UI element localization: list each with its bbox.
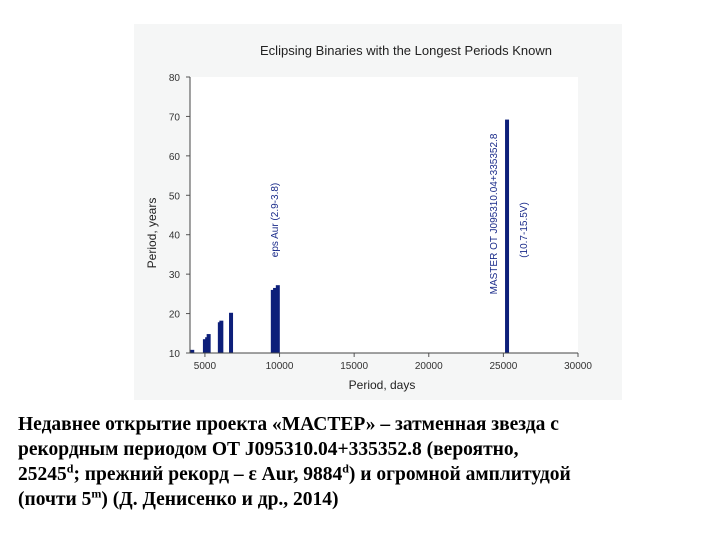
y-tick-label: 40 — [169, 231, 181, 242]
y-tick-label: 30 — [169, 270, 181, 281]
bar-6 — [229, 312, 234, 353]
caption-reference: ) (Д. Денисенко и др., 2014) — [101, 489, 339, 510]
bar-9 — [275, 285, 280, 353]
caption-sup-days-2: d — [342, 461, 349, 476]
caption-sup-mag: m — [91, 486, 102, 501]
x-tick-label: 5000 — [194, 361, 217, 372]
y-tick-label: 10 — [169, 349, 181, 360]
y-tick-label: 60 — [169, 152, 181, 163]
caption-amplitude-value: (почти 5 — [18, 489, 92, 510]
caption-line-1: Недавнее открытие проекта «МАСТЕР» – зат… — [18, 414, 559, 435]
annotation-eps-aur: eps Aur (2.9-3.8) — [270, 183, 281, 257]
bar-3 — [206, 334, 211, 353]
x-tick-label: 15000 — [340, 361, 368, 372]
y-tick-label: 20 — [169, 310, 181, 321]
bar-0 — [190, 349, 195, 353]
caption-sup-days: d — [66, 461, 74, 476]
caption-previous-record: ; прежний рекорд – ε Aur, 9884 — [73, 464, 343, 485]
x-tick-label: 10000 — [266, 361, 294, 372]
caption-text: Недавнее открытие проекта «МАСТЕР» – зат… — [18, 412, 714, 512]
caption-line-2: рекордным периодом ОТ J095310.04+335352.… — [18, 439, 519, 460]
bar-5 — [219, 320, 224, 353]
caption-amplitude: ) и огромной амплитудой — [348, 464, 571, 485]
x-tick-label: 30000 — [564, 361, 592, 372]
y-tick-label: 80 — [169, 73, 181, 84]
annotation-amplitude-range: (10.7-15.5V) — [519, 202, 530, 258]
caption-period-value: 25245 — [18, 464, 67, 485]
bar-1 — [202, 339, 207, 353]
y-tick-label: 70 — [169, 112, 181, 123]
caption-line-4: (почти 5m) (Д. Денисенко и др., 2014) — [18, 487, 714, 512]
plot-area — [190, 77, 578, 353]
bar-7 — [270, 289, 275, 353]
x-axis-label: Period, days — [349, 378, 416, 392]
caption-line-3: 25245d; прежний рекорд – ε Aur, 9884d) и… — [18, 462, 714, 487]
x-tick-label: 20000 — [415, 361, 443, 372]
period-chart: Eclipsing Binaries with the Longest Peri… — [145, 43, 592, 392]
y-axis-label: Period, years — [145, 198, 159, 269]
bar-10 — [505, 119, 510, 353]
y-tick-label: 50 — [169, 191, 181, 202]
bar-8 — [273, 287, 278, 353]
chart-panel: Eclipsing Binaries with the Longest Peri… — [134, 24, 622, 400]
x-tick-label: 25000 — [489, 361, 517, 372]
annotation-master-ot: MASTER OT J095310.04+335352.8 — [489, 133, 500, 294]
chart-title: Eclipsing Binaries with the Longest Peri… — [260, 43, 552, 58]
